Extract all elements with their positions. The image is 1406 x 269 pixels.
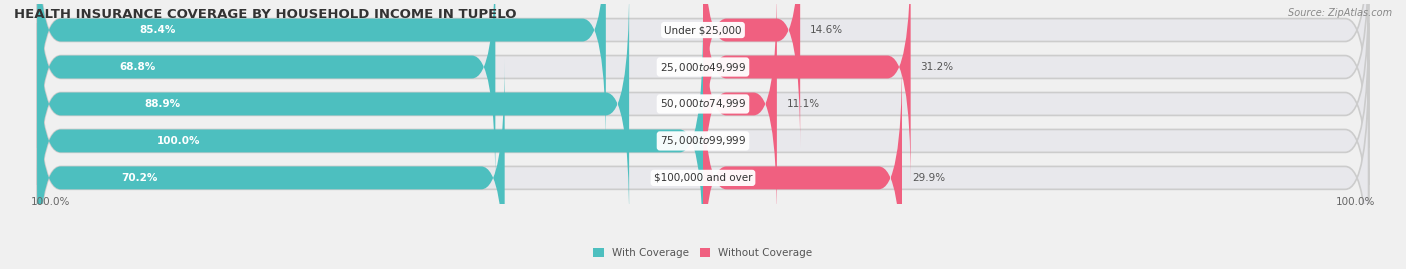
Text: 100.0%: 100.0% — [157, 136, 201, 146]
FancyBboxPatch shape — [38, 0, 606, 148]
FancyBboxPatch shape — [38, 0, 1368, 148]
Text: 100.0%: 100.0% — [1336, 197, 1375, 207]
FancyBboxPatch shape — [703, 60, 903, 269]
FancyBboxPatch shape — [703, 0, 778, 222]
FancyBboxPatch shape — [38, 0, 628, 222]
FancyBboxPatch shape — [38, 23, 1368, 259]
Text: 70.2%: 70.2% — [121, 173, 157, 183]
Text: 100.0%: 100.0% — [31, 197, 70, 207]
FancyBboxPatch shape — [38, 0, 1368, 185]
FancyBboxPatch shape — [38, 0, 495, 185]
Legend: With Coverage, Without Coverage: With Coverage, Without Coverage — [589, 244, 817, 263]
FancyBboxPatch shape — [38, 23, 703, 259]
Text: 0.0%: 0.0% — [713, 136, 740, 146]
Text: 14.6%: 14.6% — [810, 25, 844, 35]
Text: $75,000 to $99,999: $75,000 to $99,999 — [659, 134, 747, 147]
Text: $50,000 to $74,999: $50,000 to $74,999 — [659, 97, 747, 111]
Text: 29.9%: 29.9% — [912, 173, 945, 183]
Text: HEALTH INSURANCE COVERAGE BY HOUSEHOLD INCOME IN TUPELO: HEALTH INSURANCE COVERAGE BY HOUSEHOLD I… — [14, 8, 516, 21]
Text: Under $25,000: Under $25,000 — [664, 25, 742, 35]
FancyBboxPatch shape — [703, 0, 800, 148]
Text: 31.2%: 31.2% — [921, 62, 953, 72]
Text: 11.1%: 11.1% — [787, 99, 820, 109]
Text: $25,000 to $49,999: $25,000 to $49,999 — [659, 61, 747, 73]
Text: $100,000 and over: $100,000 and over — [654, 173, 752, 183]
Text: 88.9%: 88.9% — [143, 99, 180, 109]
Text: Source: ZipAtlas.com: Source: ZipAtlas.com — [1288, 8, 1392, 18]
FancyBboxPatch shape — [703, 0, 911, 185]
FancyBboxPatch shape — [38, 60, 505, 269]
Text: 68.8%: 68.8% — [120, 62, 156, 72]
Text: 85.4%: 85.4% — [139, 25, 176, 35]
FancyBboxPatch shape — [38, 0, 1368, 222]
FancyBboxPatch shape — [38, 60, 1368, 269]
